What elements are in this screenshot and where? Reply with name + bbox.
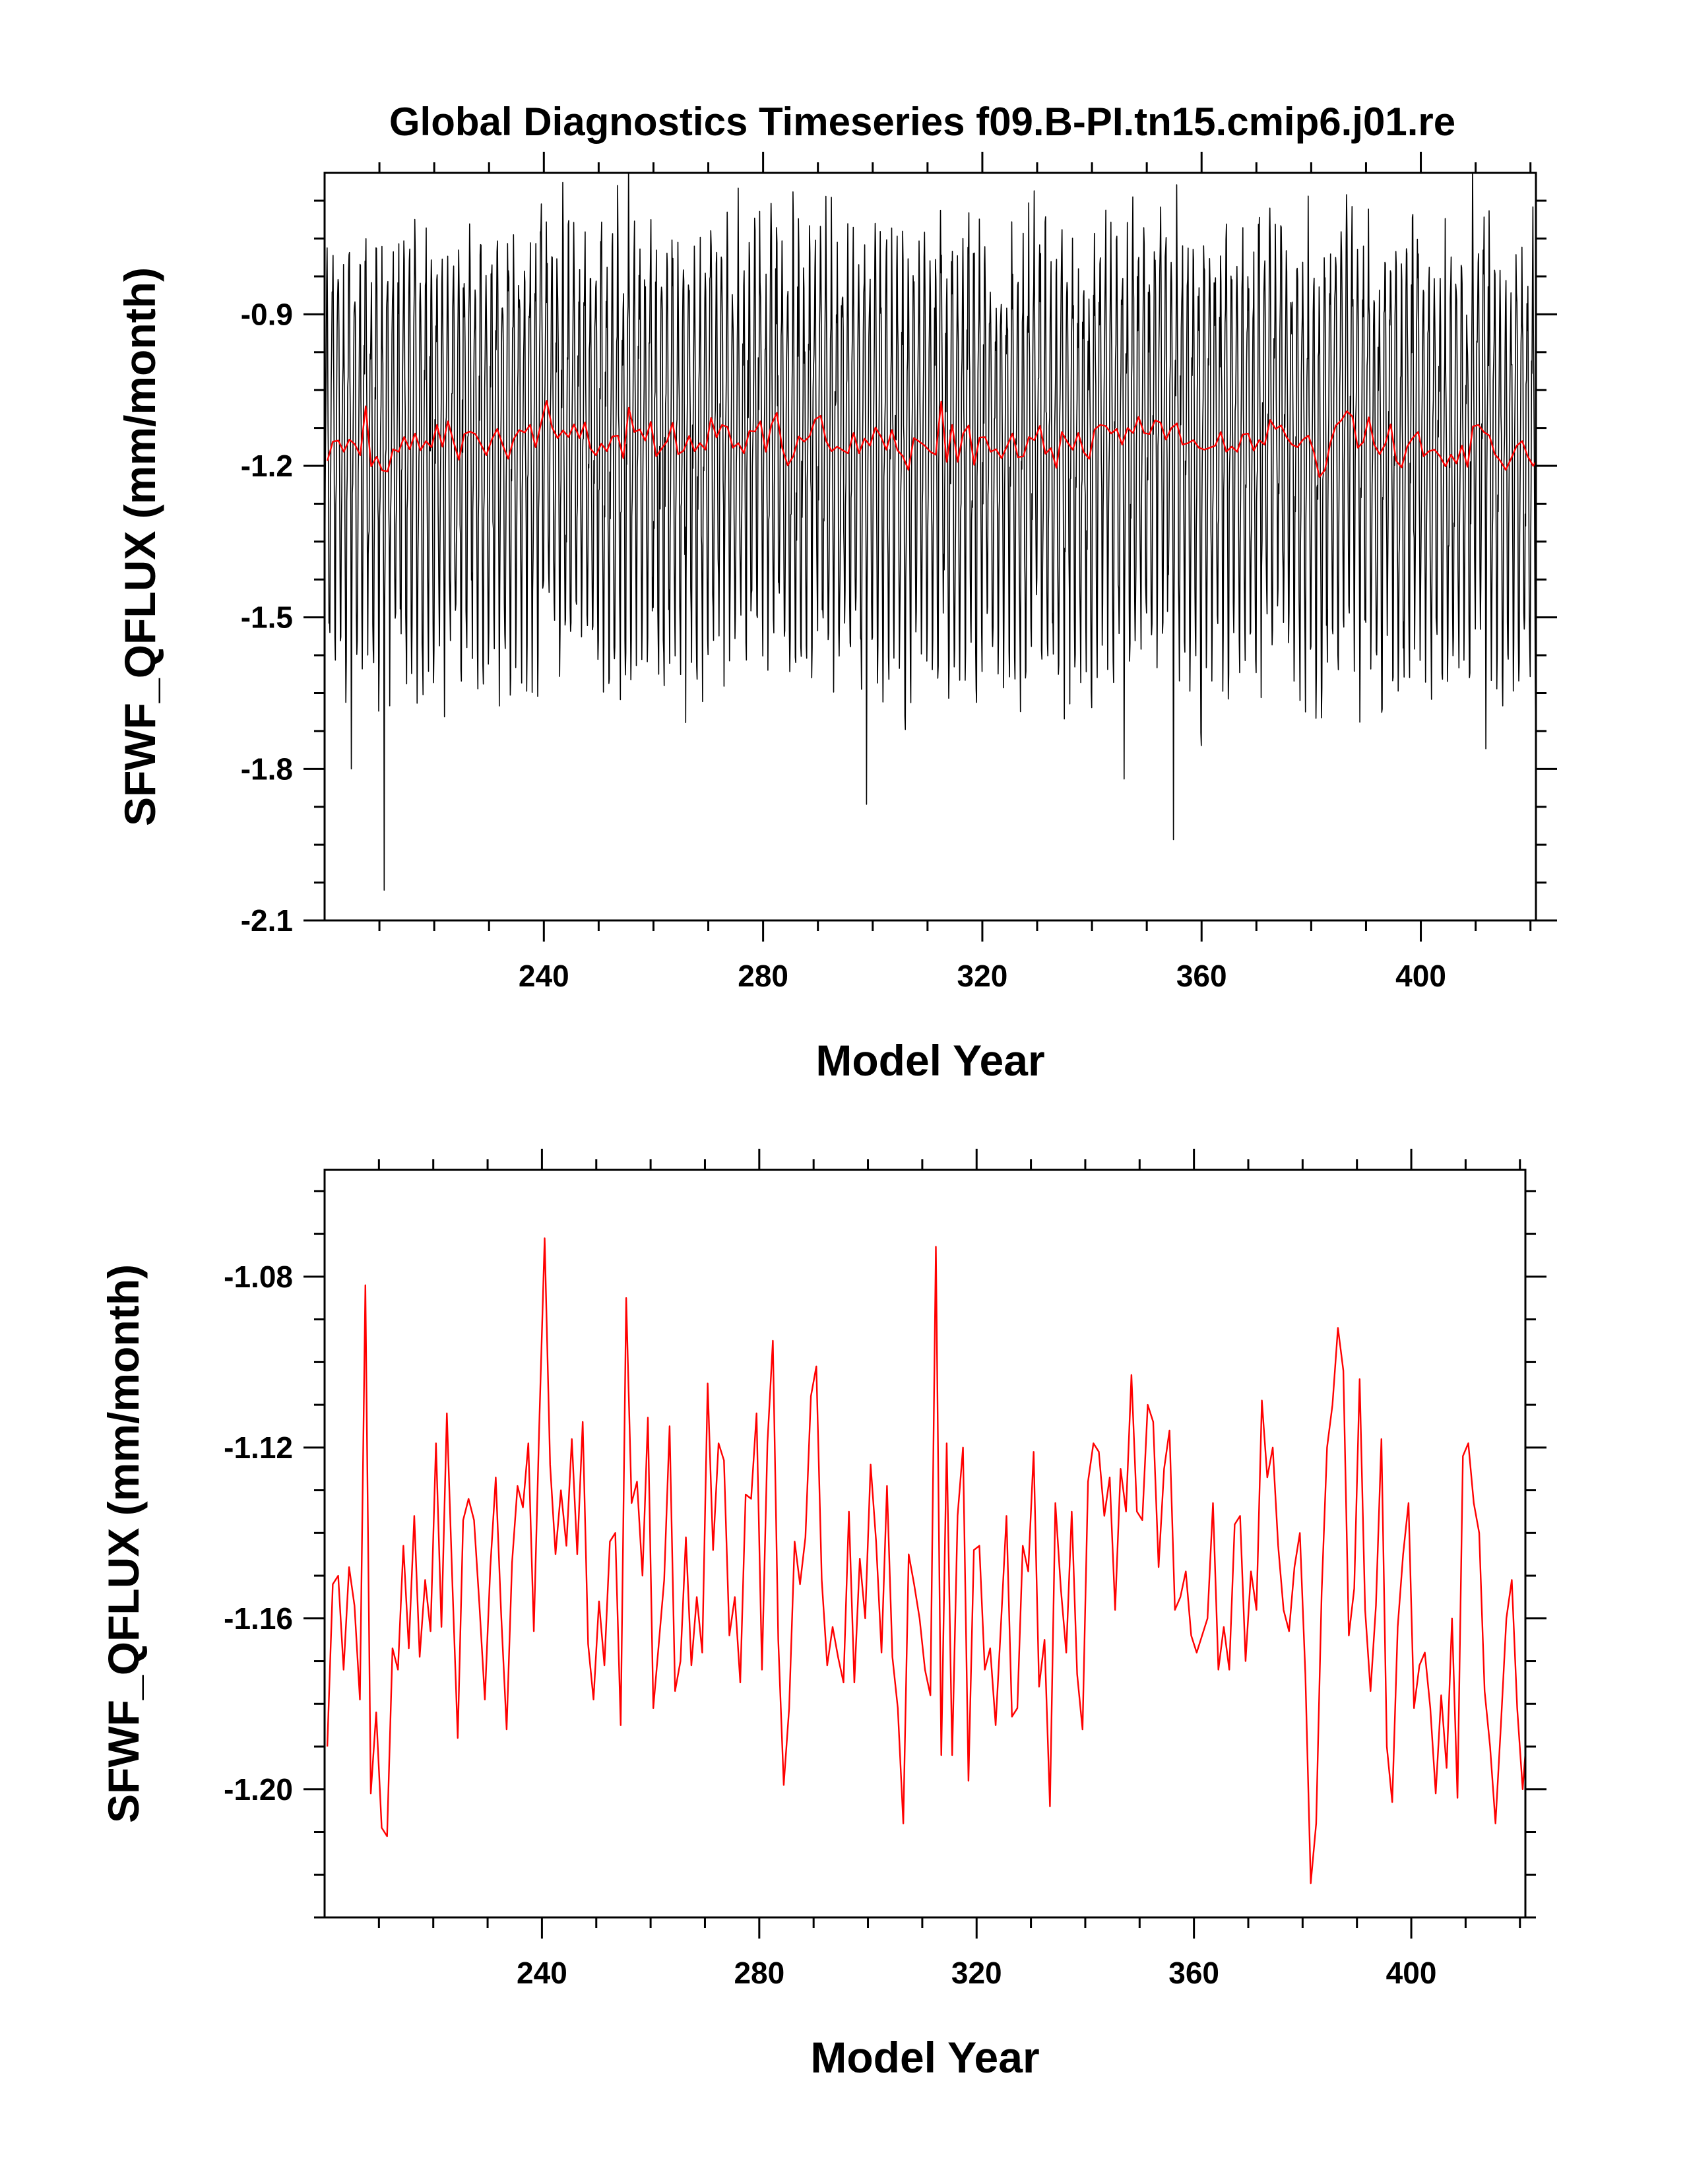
bottom-tick-labels: 240 280 320 360 400 -1.20 -1.16 -1.12 -1.08: [224, 1260, 1436, 1990]
top-tick-marks: [303, 152, 1557, 942]
top-series-monthly-line: [325, 173, 1536, 891]
bot-x-tick-label: 360: [1168, 1956, 1219, 1990]
bot-x-tick-label: 400: [1386, 1956, 1437, 1990]
bottom-data-layer: [326, 1237, 1525, 1884]
top-plot-frame: [323, 172, 1537, 922]
top-y-tick-label: -1.2: [241, 449, 293, 483]
bottom-panel-chart: 240 280 320 360 400 -1.20 -1.16 -1.12 -1.08 Mode…: [99, 1149, 1546, 2082]
bot-x-tick-label: 320: [951, 1956, 1002, 1990]
top-x-tick-label: 360: [1176, 959, 1227, 993]
bot-y-tick-label: -1.20: [224, 1772, 293, 1807]
figure-title: Global Diagnostics Timeseries f09.B-PI.t…: [389, 100, 1455, 144]
top-x-tick-label: 280: [738, 959, 788, 993]
top-y-tick-label: -2.1: [241, 903, 293, 938]
top-y-axis-label: SFWF_QFLUX (mm/month): [115, 267, 164, 826]
bot-y-tick-label: -1.08: [224, 1260, 293, 1294]
bottom-x-axis-label: Model Year: [810, 2033, 1039, 2082]
bot-x-tick-label: 240: [517, 1956, 567, 1990]
top-panel-chart: 240 280 320 360 400 -2.1 -1.8 -1.5 -1.2 -0.9 Mode…: [115, 152, 1557, 1085]
bot-y-tick-label: -1.16: [224, 1601, 293, 1636]
top-data-layer: [325, 173, 1536, 891]
bottom-plot-frame: [323, 1169, 1527, 1919]
top-x-tick-label: 320: [957, 959, 1008, 993]
top-y-tick-label: -0.9: [241, 297, 293, 331]
top-series-annual-line: [327, 400, 1536, 478]
top-x-tick-label: 240: [519, 959, 569, 993]
bot-x-tick-label: 280: [734, 1956, 784, 1990]
bot-y-tick-label: -1.12: [224, 1430, 293, 1465]
bottom-tick-marks: [303, 1149, 1546, 1939]
top-x-tick-label: 400: [1395, 959, 1446, 993]
top-x-axis-label: Model Year: [815, 1036, 1044, 1085]
top-y-tick-label: -1.8: [241, 752, 293, 786]
top-tick-labels: 240 280 320 360 400 -2.1 -1.8 -1.5 -1.2 -0.9: [241, 297, 1446, 993]
bottom-y-axis-label: SFWF_QFLUX (mm/month): [99, 1264, 148, 1823]
bot-series-annual-line: [326, 1237, 1525, 1884]
top-y-tick-label: -1.5: [241, 600, 293, 635]
